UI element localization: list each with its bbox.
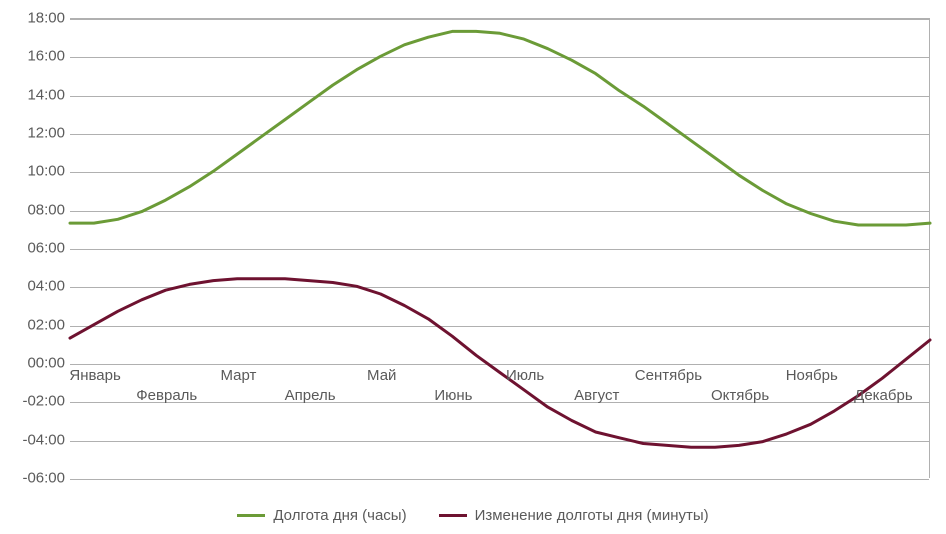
legend: Долгота дня (часы) Изменение долготы дня… <box>10 507 936 524</box>
y-axis-label: 10:00 <box>10 163 65 180</box>
y-axis-label: -06:00 <box>10 470 65 487</box>
x-axis-label: Сентябрь <box>635 367 702 384</box>
daylength-chart: Долгота дня (часы) Изменение долготы дня… <box>10 10 936 524</box>
x-axis-label: Июль <box>506 367 544 384</box>
x-axis-label: Декабрь <box>854 387 912 404</box>
y-axis-label: 14:00 <box>10 86 65 103</box>
y-axis-label: 18:00 <box>10 10 65 27</box>
x-axis-label: Май <box>367 367 396 384</box>
y-axis-label: 16:00 <box>10 48 65 65</box>
legend-swatch <box>439 514 467 517</box>
legend-item: Изменение долготы дня (минуты) <box>439 507 709 524</box>
y-axis-label: 06:00 <box>10 240 65 257</box>
chart-lines <box>70 18 930 478</box>
legend-item: Долгота дня (часы) <box>237 507 406 524</box>
legend-swatch <box>237 514 265 517</box>
x-axis-label: Апрель <box>285 387 336 404</box>
x-axis-label: Январь <box>69 367 120 384</box>
y-axis-label: 00:00 <box>10 355 65 372</box>
y-axis-label: 12:00 <box>10 125 65 142</box>
x-axis-label: Февраль <box>136 387 197 404</box>
y-axis-label: -04:00 <box>10 431 65 448</box>
x-axis-label: Октябрь <box>711 387 769 404</box>
x-axis-label: Июнь <box>434 387 472 404</box>
x-axis-label: Август <box>574 387 619 404</box>
series-line <box>70 31 930 225</box>
x-axis-label: Март <box>220 367 256 384</box>
series-line <box>70 279 930 448</box>
gridline <box>70 479 929 480</box>
x-axis-label: Ноябрь <box>786 367 838 384</box>
y-axis-label: 08:00 <box>10 201 65 218</box>
legend-label: Изменение долготы дня (минуты) <box>475 507 709 524</box>
y-axis-label: -02:00 <box>10 393 65 410</box>
y-axis-label: 02:00 <box>10 316 65 333</box>
y-axis-label: 04:00 <box>10 278 65 295</box>
legend-label: Долгота дня (часы) <box>273 507 406 524</box>
